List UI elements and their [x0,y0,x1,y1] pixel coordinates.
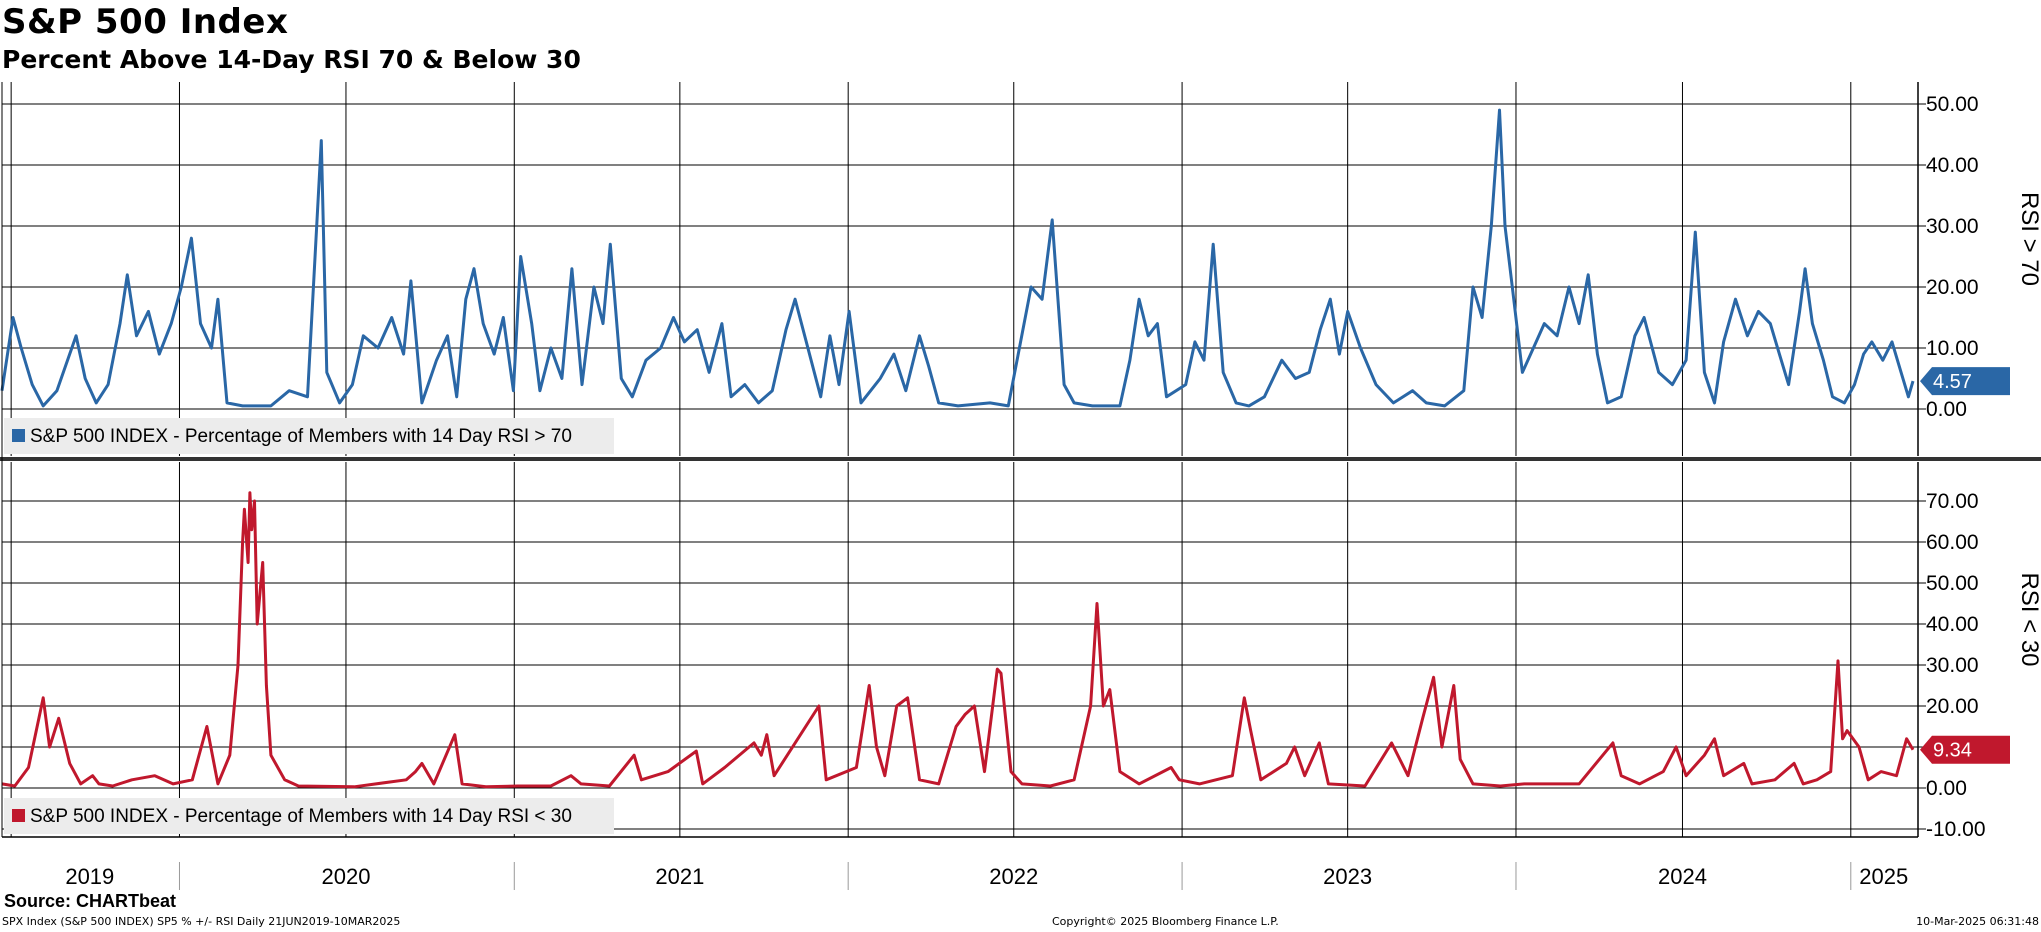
x-tick-label: 2025 [1859,864,1908,889]
y-tick-label: 0.00 [1926,777,1967,800]
y-axis-label: RSI > 70 [2016,192,2041,286]
legend: S&P 500 INDEX - Percentage of Members wi… [4,418,614,454]
last-value-badge [1920,367,2010,396]
lower-panel: -10.000.0010.0020.0030.0040.0050.0060.00… [1,462,2041,841]
y-tick-label: 70.00 [1926,490,1979,513]
last-value-tag: 9.34 [1920,735,2010,764]
x-tick-label: 2020 [321,864,370,889]
y-tick-label: 40.00 [1926,613,1979,636]
legend: S&P 500 INDEX - Percentage of Members wi… [4,798,614,834]
x-tick-label: 2024 [1658,864,1707,889]
last-value-label: 4.57 [1933,371,1972,393]
legend-swatch [12,429,25,442]
y-tick-label: 20.00 [1926,695,1979,718]
legend-swatch [12,809,25,822]
x-tick-label: 2021 [655,864,704,889]
y-tick-label: 30.00 [1926,654,1979,677]
panel-separator [0,457,2041,461]
x-tick-label: 2019 [65,864,114,889]
y-tick-label: 20.00 [1926,276,1979,299]
y-tick-label: 60.00 [1926,531,1979,554]
x-tick-label: 2023 [1323,864,1372,889]
y-axis-label: RSI < 30 [2016,572,2041,666]
legend-label: S&P 500 INDEX - Percentage of Members wi… [30,426,572,447]
timestamp: 10-Mar-2025 06:31:48 [1916,915,2039,928]
rsi-below-30-line [1,491,1915,789]
y-tick-label: 50.00 [1926,93,1979,116]
last-value-tag: 4.57 [1920,367,2010,396]
y-tick-label: 50.00 [1926,572,1979,595]
x-tick-label: 2022 [989,864,1038,889]
ticker-line: SPX Index (S&P 500 INDEX) SP5 % +/- RSI … [2,915,401,928]
chart-title: S&P 500 Index [2,2,289,42]
last-value-badge [1920,735,2010,764]
copyright-note: Copyright© 2025 Bloomberg Finance L.P. [1052,915,1279,928]
legend-label: S&P 500 INDEX - Percentage of Members wi… [30,806,572,827]
y-tick-label: -10.00 [1926,818,1986,841]
legend-background [4,798,614,834]
y-tick-label: 40.00 [1926,154,1979,177]
y-tick-label: 30.00 [1926,215,1979,238]
last-value-label: 9.34 [1933,740,1972,762]
upper-panel: 0.00 10.00 20.00 30.00 40.00 50.00 4.57 S&P 500… [0,82,2041,456]
source-note: Source: CHARTbeat [4,891,177,911]
chart-subtitle: Percent Above 14-Day RSI 70 & Below 30 [2,45,581,74]
y-tick-label: 10.00 [1926,337,1979,360]
legend-background [4,418,614,454]
y-tick-label: 0.00 [1926,398,1967,421]
rsi-above-70-line [0,108,1915,408]
